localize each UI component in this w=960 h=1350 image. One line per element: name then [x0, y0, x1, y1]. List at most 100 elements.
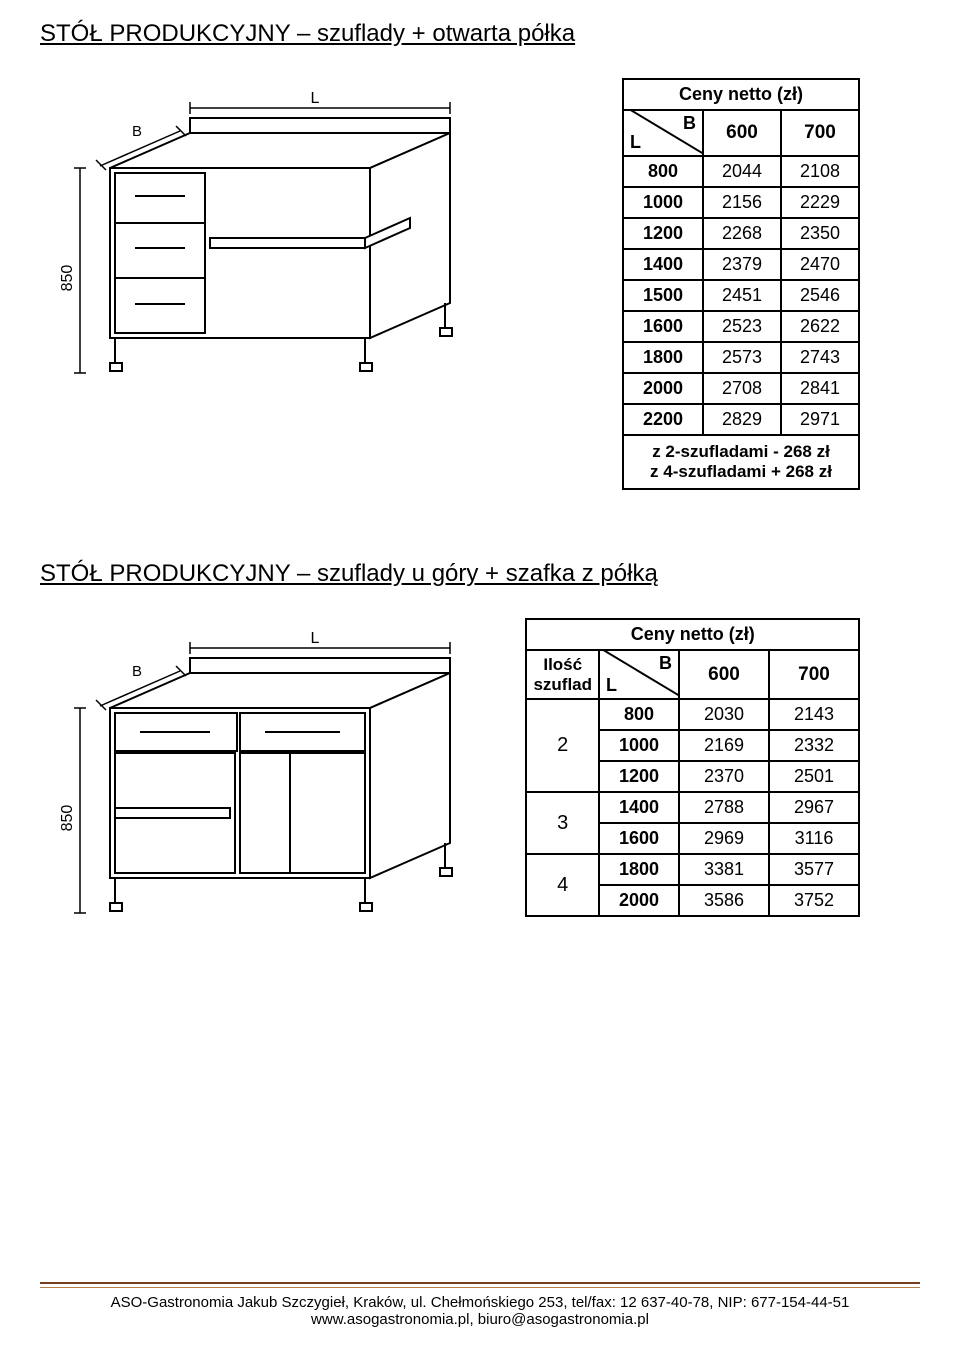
price-cell: 2143 — [769, 699, 859, 730]
price-table-1: Ceny netto (zł) B L 600 700 800204421081… — [622, 78, 860, 490]
dim-b-label-2: B — [132, 663, 142, 680]
row-length: 1400 — [623, 249, 703, 280]
table1-note-2: z 4-szufladami + 268 zł — [632, 462, 850, 482]
table1-axis-cell: B L — [623, 110, 703, 156]
table2-axis-l: L — [606, 675, 617, 696]
table-row: 150024512546 — [623, 280, 859, 311]
price-table-2: Ceny netto (zł) Ilość szuflad B L 600 70… — [525, 618, 860, 917]
table-row: 280020302143 — [526, 699, 859, 730]
table2-axis-cell: B L — [599, 650, 679, 699]
table-row: 160025232622 — [623, 311, 859, 342]
table2-col-1: 700 — [769, 650, 859, 699]
row-length: 2200 — [623, 404, 703, 435]
price-cell: 3586 — [679, 885, 769, 916]
table2-ilos-header: Ilość szuflad — [526, 650, 599, 699]
page-footer: ASO-Gastronomia Jakub Szczygieł, Kraków,… — [0, 1282, 960, 1328]
price-cell: 2622 — [781, 311, 859, 342]
section-1-title: STÓŁ PRODUKCYJNY – szuflady + otwarta pó… — [40, 20, 920, 48]
table1-col-1: 700 — [781, 110, 859, 156]
product-diagram-1: L B 850 — [40, 78, 470, 398]
price-cell: 2044 — [703, 156, 781, 187]
row-length: 1000 — [623, 187, 703, 218]
table2-caption: Ceny netto (zł) — [526, 619, 859, 650]
price-cell: 2350 — [781, 218, 859, 249]
price-cell: 2967 — [769, 792, 859, 823]
table-row: 100021562229 — [623, 187, 859, 218]
row-length: 1200 — [599, 761, 679, 792]
table-row: 3140027882967 — [526, 792, 859, 823]
row-length: 800 — [623, 156, 703, 187]
price-cell: 3116 — [769, 823, 859, 854]
dim-l-label: L — [311, 90, 320, 107]
section-2-title: STÓŁ PRODUKCYJNY – szuflady u góry + sza… — [40, 560, 920, 588]
row-length: 2000 — [623, 373, 703, 404]
price-cell: 2451 — [703, 280, 781, 311]
price-cell: 2969 — [679, 823, 769, 854]
table2-axis-b: B — [659, 653, 672, 674]
price-cell: 3577 — [769, 854, 859, 885]
row-length: 1800 — [623, 342, 703, 373]
diagram-svg-1: L B 850 — [40, 78, 470, 398]
price-cell: 3752 — [769, 885, 859, 916]
price-cell: 2229 — [781, 187, 859, 218]
row-length: 1400 — [599, 792, 679, 823]
dim-b-label: B — [132, 123, 142, 140]
price-cell: 2971 — [781, 404, 859, 435]
section-1-row: L B 850 Ceny ne — [40, 78, 920, 490]
product-diagram-2: L B 850 — [40, 618, 470, 938]
table-row: 180025732743 — [623, 342, 859, 373]
drawer-qty-cell: 3 — [526, 792, 599, 854]
table1-axis-l: L — [630, 132, 641, 153]
section-2: STÓŁ PRODUKCYJNY – szuflady u góry + sza… — [0, 540, 960, 948]
row-length: 1000 — [599, 730, 679, 761]
row-length: 1500 — [623, 280, 703, 311]
dim-h-label-2: 850 — [59, 805, 76, 832]
footer-line-2: www.asogastronomia.pl, biuro@asogastrono… — [40, 1311, 920, 1328]
row-length: 1600 — [599, 823, 679, 854]
table-row: 220028292971 — [623, 404, 859, 435]
price-cell: 2573 — [703, 342, 781, 373]
table-row: 80020442108 — [623, 156, 859, 187]
price-cell: 2788 — [679, 792, 769, 823]
row-length: 2000 — [599, 885, 679, 916]
table-row: 200027082841 — [623, 373, 859, 404]
table2-ilos-line1: Ilość — [533, 655, 592, 675]
table2-ilos-line2: szuflad — [533, 675, 592, 695]
table1-note-1: z 2-szufladami - 268 zł — [632, 442, 850, 462]
table2-col-0: 600 — [679, 650, 769, 699]
price-table-1-wrap: Ceny netto (zł) B L 600 700 800204421081… — [622, 78, 860, 490]
price-cell: 2379 — [703, 249, 781, 280]
footer-rule — [40, 1282, 920, 1288]
price-cell: 2546 — [781, 280, 859, 311]
dim-l-label-2: L — [311, 630, 320, 647]
price-cell: 2829 — [703, 404, 781, 435]
table-row: 140023792470 — [623, 249, 859, 280]
footer-line-1: ASO-Gastronomia Jakub Szczygieł, Kraków,… — [40, 1294, 920, 1311]
price-cell: 2708 — [703, 373, 781, 404]
table1-caption: Ceny netto (zł) — [623, 79, 859, 110]
table1-axis-b: B — [683, 113, 696, 134]
price-cell: 2501 — [769, 761, 859, 792]
price-cell: 2108 — [781, 156, 859, 187]
price-cell: 2370 — [679, 761, 769, 792]
price-cell: 2841 — [781, 373, 859, 404]
price-cell: 2169 — [679, 730, 769, 761]
price-cell: 3381 — [679, 854, 769, 885]
table-row: 120022682350 — [623, 218, 859, 249]
table-row: 4180033813577 — [526, 854, 859, 885]
price-cell: 2268 — [703, 218, 781, 249]
price-cell: 2523 — [703, 311, 781, 342]
price-cell: 2470 — [781, 249, 859, 280]
diagram-svg-2: L B 850 — [40, 618, 470, 938]
dim-h-label: 850 — [59, 265, 76, 292]
row-length: 1600 — [623, 311, 703, 342]
row-length: 1800 — [599, 854, 679, 885]
drawer-qty-cell: 4 — [526, 854, 599, 916]
section-1: STÓŁ PRODUKCYJNY – szuflady + otwarta pó… — [0, 0, 960, 500]
price-cell: 2030 — [679, 699, 769, 730]
table1-notes: z 2-szufladami - 268 zł z 4-szufladami +… — [623, 435, 859, 489]
section-2-row: L B 850 Ceny netto (zł) — [40, 618, 920, 938]
drawer-qty-cell: 2 — [526, 699, 599, 792]
row-length: 1200 — [623, 218, 703, 249]
price-cell: 2743 — [781, 342, 859, 373]
